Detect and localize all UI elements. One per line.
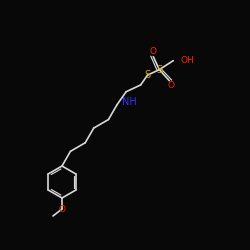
- Text: OH: OH: [180, 56, 194, 65]
- Text: O: O: [58, 204, 66, 214]
- Text: S: S: [144, 70, 150, 80]
- Text: NH: NH: [122, 97, 137, 107]
- Text: S: S: [156, 65, 162, 75]
- Text: O: O: [150, 47, 157, 56]
- Text: O: O: [168, 81, 175, 90]
